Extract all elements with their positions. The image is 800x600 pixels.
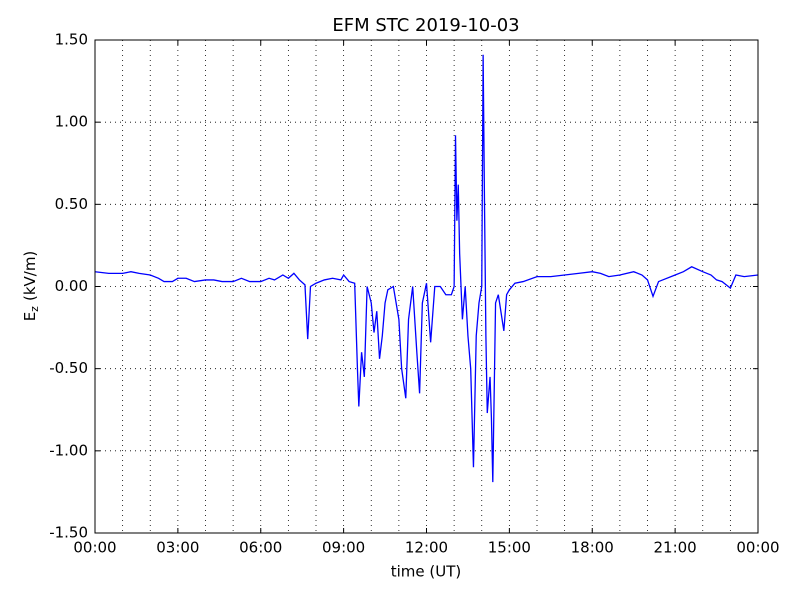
- y-tick-label: -0.50: [49, 359, 88, 377]
- y-tick-label: 1.00: [55, 113, 88, 131]
- x-axis-label: time (UT): [391, 563, 462, 581]
- y-tick-label: -1.50: [49, 524, 88, 542]
- y-tick-label: 0.00: [55, 277, 88, 295]
- chart-title: EFM STC 2019-10-03: [332, 15, 519, 36]
- x-tick-label: 18:00: [571, 539, 614, 557]
- plot-frame: [94, 39, 759, 534]
- x-tick-label: 06:00: [239, 539, 282, 557]
- y-label-unit: (kV/m): [21, 251, 39, 301]
- x-tick-label: 09:00: [322, 539, 365, 557]
- y-tick-label: 1.50: [55, 31, 88, 49]
- x-tick-label: 00:00: [736, 539, 779, 557]
- y-tick-label: -1.00: [49, 441, 88, 459]
- x-tick-label: 15:00: [488, 539, 531, 557]
- y-label-sub: z: [28, 306, 41, 312]
- y-axis-label: Ez (kV/m): [21, 251, 42, 322]
- y-tick-label: 0.50: [55, 195, 88, 213]
- x-tick-label: 03:00: [156, 539, 199, 557]
- y-label-main: E: [21, 312, 39, 321]
- x-tick-label: 21:00: [654, 539, 697, 557]
- data-line: [94, 54, 759, 483]
- x-tick-label: 12:00: [405, 539, 448, 557]
- x-tick-label: 00:00: [73, 539, 116, 557]
